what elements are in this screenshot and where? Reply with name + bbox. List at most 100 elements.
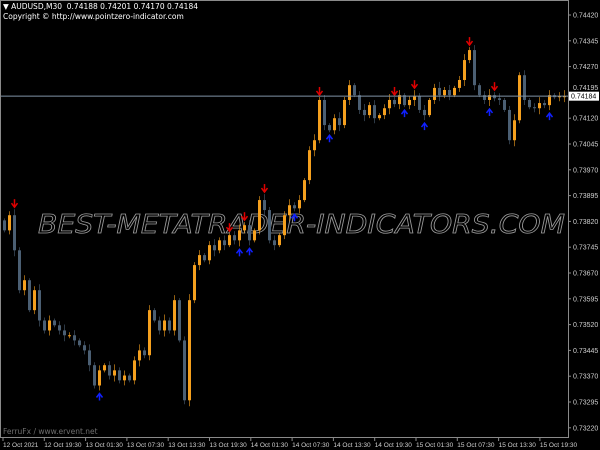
candle-body (123, 375, 126, 381)
candle (473, 45, 476, 91)
candle (383, 104, 386, 120)
candle-body (483, 95, 486, 100)
price-axis[interactable]: 0.74420 0.74345 0.74270 0.74195 0.74120 0.740… (568, 13, 598, 433)
candle (508, 105, 511, 145)
candle (253, 228, 256, 243)
candle-body (98, 370, 101, 386)
candle-body (278, 235, 281, 246)
candle (408, 95, 411, 110)
candle-body (438, 87, 441, 96)
candle (18, 247, 21, 294)
price-tick-label: 0.73895 (573, 193, 598, 200)
candle (448, 84, 451, 101)
time-tick-label: 14 Oct 01:30 (251, 442, 289, 449)
price-tick-label: 0.73520 (573, 322, 598, 329)
candle-body (493, 95, 496, 99)
candle (293, 202, 296, 212)
candle (398, 90, 401, 110)
candle-body (513, 120, 516, 141)
candle (93, 362, 96, 389)
sell-arrow-icon (225, 223, 234, 233)
candle (483, 91, 486, 104)
candle (488, 89, 491, 106)
time-tick-label: 14 Oct 19:30 (375, 442, 413, 449)
candle (23, 275, 26, 296)
candle (378, 113, 381, 121)
candle (148, 305, 151, 361)
candle-body (368, 105, 371, 116)
candle-body (308, 150, 311, 181)
candle-body (363, 109, 366, 116)
candle (478, 83, 481, 98)
price-tick-label: 0.73595 (573, 296, 598, 303)
time-axis[interactable]: 12 Oct 2021 12 Oct 19:30 13 Oct 01:30 13 Oc… (2, 437, 578, 449)
candle-body (313, 140, 316, 151)
price-tick-label: 0.73745 (573, 245, 598, 252)
candle-body (108, 365, 111, 376)
candle (328, 123, 331, 133)
candle (248, 220, 251, 246)
candle (268, 207, 271, 244)
time-tick-label: 15 Oct 19:30 (540, 442, 578, 449)
time-tick-label: 12 Oct 19:30 (44, 442, 82, 449)
candle (58, 321, 61, 335)
candle-body (228, 235, 231, 246)
candle (458, 76, 461, 92)
candle-body (358, 95, 361, 110)
candle-body (88, 350, 91, 366)
candle-body (378, 115, 381, 119)
symbol-label: AUDUSD,M30 (11, 2, 62, 11)
candle-body (113, 370, 116, 376)
candle-body (413, 96, 416, 100)
price-tick-label: 0.74120 (573, 116, 598, 123)
candle (78, 338, 81, 348)
candle (333, 114, 336, 135)
candle-body (118, 370, 121, 381)
candle (423, 104, 426, 121)
candle-body (263, 200, 266, 211)
candle (143, 347, 146, 359)
buy-arrow-icon (485, 107, 494, 116)
copyright-text: Copyright © http://www.pointzero-indicat… (3, 12, 184, 21)
candle (523, 70, 526, 105)
candle-body (323, 99, 326, 126)
candle (188, 294, 191, 407)
candle (243, 222, 246, 234)
candle (318, 96, 321, 144)
candle-body (273, 240, 276, 246)
candle (198, 250, 201, 271)
candle (303, 178, 306, 203)
candle (113, 364, 116, 382)
price-tick-label: 0.73445 (573, 348, 598, 355)
candle-body (533, 107, 536, 109)
candle-body (38, 290, 41, 321)
sell-arrow-icon (10, 199, 19, 209)
price-tick-label: 0.73970 (573, 167, 598, 174)
collapse-triangle-icon[interactable]: ▼ (3, 2, 9, 11)
candle-body (353, 85, 356, 96)
candle (28, 278, 31, 313)
candle (8, 211, 11, 235)
candle-body (303, 180, 306, 201)
candle (63, 324, 66, 342)
candle-body (233, 235, 236, 241)
candle (193, 262, 196, 304)
candle (208, 241, 211, 265)
price-tick-label: 0.73220 (573, 425, 598, 432)
candle-body (68, 335, 71, 337)
candle (223, 235, 226, 251)
candle (263, 194, 266, 217)
candle-body (433, 87, 436, 100)
candle-body (408, 99, 411, 106)
candle-body (473, 50, 476, 86)
candle-body (193, 265, 196, 301)
candle (313, 134, 316, 157)
candle (413, 90, 416, 106)
candle-body (258, 200, 261, 231)
candle (468, 47, 471, 64)
candle (228, 233, 231, 248)
candle (288, 199, 291, 222)
buy-arrow-icon (400, 108, 409, 118)
candle (493, 92, 496, 102)
